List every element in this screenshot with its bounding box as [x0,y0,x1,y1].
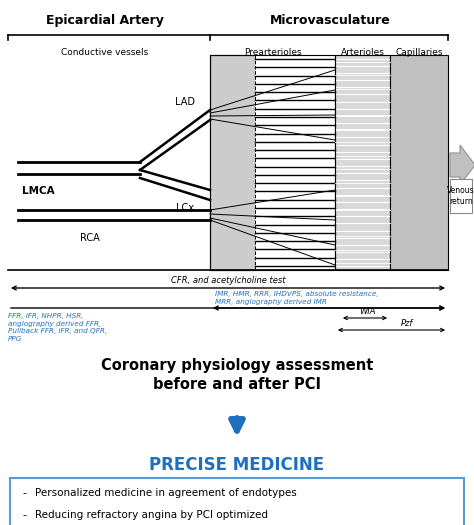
Text: LAD: LAD [175,97,195,107]
Bar [210,55,255,270]
Text: IMR, HMR, RRR, IHDVPS, absolute resistance,
MRR, angiography derived IMR: IMR, HMR, RRR, IHDVPS, absolute resistan… [215,291,379,305]
Polygon shape [450,145,474,185]
Text: Prearterioles: Prearterioles [244,48,301,57]
Bar [450,179,472,213]
Text: LCx: LCx [176,203,194,213]
Text: -: - [22,510,26,520]
Bar [335,55,390,270]
Text: Capillaries: Capillaries [395,48,443,57]
Text: CFR, and acetylcholine test: CFR, and acetylcholine test [171,276,285,285]
Text: Venous
return: Venous return [447,186,474,206]
Text: -: - [22,488,26,498]
Bar [10,478,464,525]
Bar [390,55,448,270]
Text: Personalized medicine in agreement of endotypes: Personalized medicine in agreement of en… [35,488,297,498]
Polygon shape [210,55,255,270]
Text: RCA: RCA [80,233,100,243]
Text: Coronary physiology assessment
before and after PCI: Coronary physiology assessment before an… [101,358,373,392]
Text: Reducing refractory angina by PCI optimized: Reducing refractory angina by PCI optimi… [35,510,268,520]
Text: LMCA: LMCA [22,186,55,196]
Text: Pzf: Pzf [401,319,413,328]
Text: Microvasculature: Microvasculature [270,14,391,27]
Bar [210,55,335,270]
Text: Arterioles: Arterioles [340,48,384,57]
Text: Conductive vessels: Conductive vessels [61,48,149,57]
Bar [255,55,335,270]
Text: PRECISE MEDICINE: PRECISE MEDICINE [149,456,325,474]
Text: FFR, iFR, NHPR, HSR,
angiography derived FFR,
Pullback FFR, iFR, and QFR,
PPG: FFR, iFR, NHPR, HSR, angiography derived… [8,313,107,342]
Text: Epicardial Artery: Epicardial Artery [46,14,164,27]
Text: WIA: WIA [359,307,376,316]
